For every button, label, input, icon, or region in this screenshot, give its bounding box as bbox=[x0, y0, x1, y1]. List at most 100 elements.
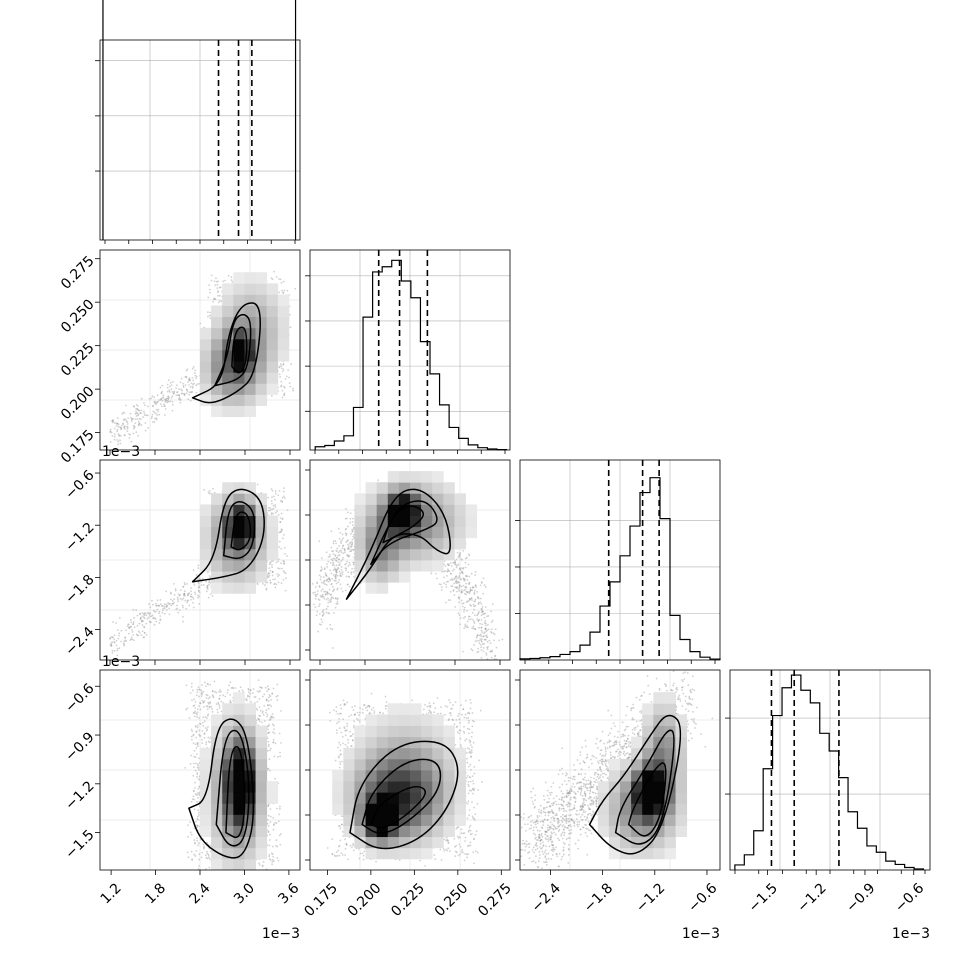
scatter-p4-vs-p1-sample-point bbox=[202, 701, 205, 704]
scatter-p3-vs-p2-sample-point bbox=[330, 593, 332, 596]
scatter-p2-vs-p1-sample-point bbox=[148, 397, 151, 400]
scatter-p3-vs-p2-sample-point bbox=[335, 571, 338, 574]
scatter-p3-vs-p1-sample-point bbox=[183, 593, 186, 595]
scatter-p3-vs-p1-sample-point bbox=[283, 562, 286, 565]
scatter-p2-vs-p1-sample-point bbox=[171, 380, 174, 383]
scatter-p3-vs-p2-sample-point bbox=[471, 589, 474, 592]
scatter-p2-vs-p1-sample-point bbox=[161, 390, 164, 393]
scatter-p2-vs-p1-sample-point bbox=[182, 386, 185, 389]
scatter-p3-vs-p2-sample-point bbox=[314, 598, 317, 600]
scatter-p3-vs-p1-sample-point bbox=[165, 603, 168, 606]
scatter-p3-vs-p2-sample-point bbox=[464, 566, 467, 569]
scatter-p2-vs-p1-sample-point bbox=[133, 425, 136, 428]
scatter-p3-vs-p2-density-cell bbox=[421, 482, 433, 494]
scatter-p3-vs-p2-sample-point bbox=[317, 630, 319, 633]
scatter-p3-vs-p1-sample-point bbox=[110, 644, 113, 647]
scatter-p3-vs-p1-sample-point bbox=[268, 574, 271, 577]
scatter-p4-vs-p1-sample-point bbox=[258, 690, 260, 693]
scatter-p3-vs-p1-sample-point bbox=[145, 633, 148, 636]
scatter-p4-vs-p1-plot-area bbox=[100, 670, 300, 870]
scatter-p4-vs-p1-sample-point bbox=[196, 776, 199, 778]
scatter-p3-vs-p2-sample-point bbox=[461, 602, 464, 605]
scatter-p4-vs-p1-sample-point bbox=[271, 715, 273, 718]
scatter-p3-vs-p2-density-cell bbox=[443, 515, 455, 528]
scatter-p3-vs-p2-sample-point bbox=[453, 582, 455, 585]
scatter-p3-vs-p1-sample-point bbox=[283, 546, 286, 549]
scatter-p3-vs-p2-sample-point bbox=[485, 636, 488, 639]
scatter-p3-vs-p2-density-cell bbox=[365, 515, 378, 528]
scatter-p4-vs-p1-sample-point bbox=[266, 767, 269, 770]
scatter-p2-vs-p1-sample-point bbox=[155, 408, 158, 411]
scatter-p3-vs-p2-sample-point bbox=[473, 608, 476, 611]
scatter-p3-vs-p2-sample-point bbox=[476, 614, 478, 617]
scatter-p3-vs-p1-sample-point bbox=[117, 637, 120, 640]
scatter-p3-vs-p1-sample-point bbox=[174, 589, 177, 592]
scatter-p4-vs-p1-sample-point bbox=[190, 682, 193, 685]
scatter-p2-vs-p1-sample-point bbox=[153, 400, 156, 403]
scatter-p3-vs-p2-sample-point bbox=[321, 595, 324, 598]
scatter-p3-vs-p2-sample-point bbox=[348, 576, 351, 578]
scatter-p3-vs-p2-sample-point bbox=[334, 575, 337, 578]
scatter-p3-vs-p2-sample-point bbox=[342, 552, 345, 555]
scatter-p3-vs-p2-sample-point bbox=[341, 590, 344, 593]
scatter-p2-vs-p1-sample-point bbox=[130, 418, 133, 421]
scatter-p3-vs-p2-sample-point bbox=[463, 578, 465, 581]
scatter-p3-vs-p2-sample-point bbox=[463, 589, 465, 592]
scatter-p3-vs-p2-sample-point bbox=[352, 535, 355, 538]
scatter-p4-vs-p1-sample-point bbox=[196, 839, 199, 842]
hist-p4-frame bbox=[729, 669, 931, 871]
scatter-p2-vs-p1-density-cell bbox=[200, 361, 212, 373]
scatter-p2-vs-p1-sample-point bbox=[217, 291, 219, 294]
scatter-p3-vs-p1-sample-point bbox=[265, 587, 268, 590]
scatter-p2-vs-p1-density-cell bbox=[222, 283, 234, 295]
scatter-p4-vs-p1-sample-point bbox=[209, 850, 212, 853]
scatter-p4-vs-p1-sample-point bbox=[192, 789, 195, 792]
scatter-p3-vs-p2-density-cell bbox=[354, 571, 366, 583]
scatter-p3-vs-p2-sample-point bbox=[451, 569, 454, 572]
scatter-p3-vs-p1-sample-point bbox=[272, 507, 275, 510]
scatter-p3-vs-p2-sample-point bbox=[471, 599, 473, 602]
scatter-p4-vs-p1-sample-point bbox=[264, 711, 267, 714]
scatter-p2-vs-p1-sample-point bbox=[173, 390, 176, 393]
scatter-p3-vs-p2-density-cell bbox=[454, 493, 466, 505]
scatter-p3-vs-p1-sample-point bbox=[131, 638, 134, 641]
scatter-p2-vs-p1-density-cell bbox=[266, 361, 279, 373]
scatter-p3-vs-p1-sample-point bbox=[270, 500, 273, 502]
scatter-p4-vs-p1-sample-point bbox=[274, 821, 277, 824]
scatter-p4-vs-p1-sample-point bbox=[200, 695, 203, 697]
scatter-p3-vs-p2-sample-point bbox=[462, 602, 465, 605]
scatter-p2-vs-p1-sample-point bbox=[137, 414, 139, 417]
scatter-p3-vs-p2-sample-point bbox=[461, 605, 464, 608]
scatter-p2-vs-p1-sample-point bbox=[109, 441, 112, 443]
scatter-p3-vs-p2-sample-point bbox=[347, 511, 349, 514]
scatter-p3-vs-p1-sample-point bbox=[154, 618, 157, 620]
scatter-p4-vs-p1-sample-point bbox=[206, 682, 209, 685]
scatter-p3-vs-p1-sample-point bbox=[201, 577, 204, 580]
scatter-p3-vs-p1-sample-point bbox=[158, 610, 161, 613]
scatter-p3-vs-p2-sample-point bbox=[466, 591, 469, 594]
scatter-p3-vs-p1-sample-point bbox=[155, 620, 158, 623]
scatter-p2-vs-p1-sample-point bbox=[119, 428, 122, 431]
scatter-p4-vs-p1-sample-point bbox=[279, 805, 281, 808]
scatter-p3-vs-p2-sample-point bbox=[445, 601, 447, 604]
scatter-p2-vs-p1-sample-point bbox=[173, 392, 175, 395]
scatter-p4-vs-p1-sample-point bbox=[267, 745, 270, 748]
scatter-p3-vs-p2-sample-point bbox=[467, 615, 470, 618]
scatter-p3-vs-p2-sample-point bbox=[337, 597, 339, 600]
scatter-p4-vs-p1-sample-point bbox=[249, 692, 252, 695]
scatter-p3-vs-p2-sample-point bbox=[501, 638, 504, 641]
scatter-p3-vs-p2-sample-point bbox=[480, 581, 483, 583]
scatter-p2-vs-p1-sample-point bbox=[143, 414, 146, 417]
scatter-p4-vs-p1-sample-point bbox=[217, 701, 220, 704]
scatter-p3-vs-p1-sample-point bbox=[267, 506, 270, 509]
scatter-p2-vs-p1-sample-point bbox=[192, 379, 195, 382]
scatter-p3-vs-p2-sample-point bbox=[325, 574, 328, 576]
scatter-p3-vs-p2-sample-point bbox=[336, 556, 339, 559]
scatter-p3-vs-p2-sample-point bbox=[342, 556, 345, 559]
scatter-p3-vs-p1-sample-point bbox=[181, 598, 184, 601]
scatter-p3-vs-p2-sample-point bbox=[460, 585, 463, 588]
scatter-p3-vs-p1-sample-point bbox=[133, 626, 136, 628]
scatter-p2-vs-p1-sample-point bbox=[116, 422, 119, 425]
scatter-p4-vs-p1-sample-point bbox=[189, 831, 192, 834]
scatter-p3-vs-p2-sample-point bbox=[474, 600, 477, 602]
